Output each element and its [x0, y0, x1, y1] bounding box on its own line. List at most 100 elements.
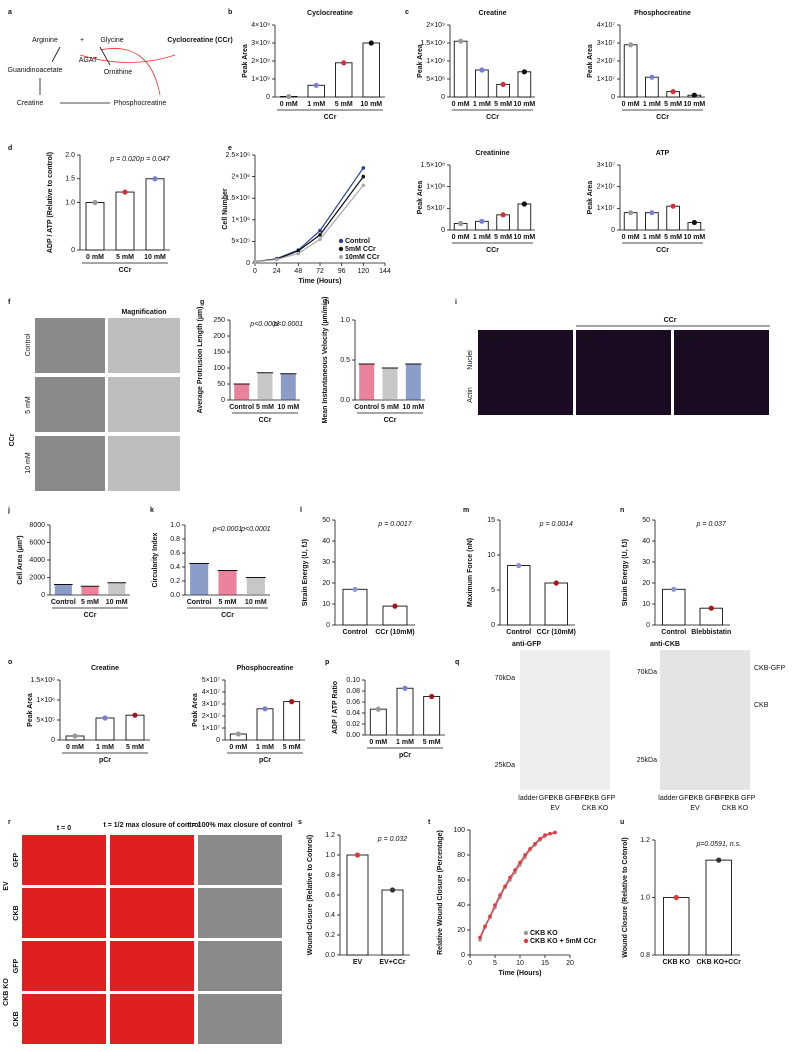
point: [528, 846, 532, 851]
y-tick-label: 1.0: [340, 317, 350, 324]
y-tick-label: 2000: [29, 574, 45, 581]
y-tick-label: 1.0: [325, 852, 335, 859]
x-tick-label: 10 mM: [402, 404, 424, 411]
col-label: 10mM: [678, 335, 698, 342]
bar: [145, 178, 165, 251]
x-label: CCr: [656, 247, 669, 254]
x-tick-label: Control: [343, 629, 368, 636]
annotation: p = 0.0017: [377, 521, 412, 528]
panel-letter: p: [325, 659, 329, 666]
lane-label: CKB GFP: [725, 795, 756, 802]
y-tick-label: 5×10⁵: [231, 238, 250, 245]
point: [478, 938, 482, 942]
chart-title: Cyclocreatine: [307, 10, 353, 17]
y-tick-label: 250: [213, 317, 225, 324]
row-label: 10 mM: [25, 452, 32, 474]
x-tick-label: EV: [353, 959, 363, 966]
x-tick-label: 20: [566, 960, 574, 967]
dot-cloud: [218, 570, 237, 595]
y-tick-label: 150: [213, 349, 225, 356]
chart-title: Creatinine: [475, 150, 509, 157]
point: [296, 251, 301, 256]
panel-letter: g: [200, 299, 204, 306]
x-tick-label: 72: [316, 268, 324, 275]
x-tick-label: 10 mM: [683, 234, 705, 241]
chart-title: Phosphocreatine: [237, 665, 294, 672]
y-tick-label: 0: [611, 227, 615, 234]
y-tick-label: 0.02: [346, 721, 360, 728]
panel-letter: c: [405, 9, 409, 16]
bar: [663, 897, 690, 956]
y-tick-label: 1.5: [65, 176, 75, 183]
y-tick-label: 0.10: [346, 677, 360, 684]
marker: 70kDa: [637, 669, 657, 676]
y-tick-label: 5: [491, 587, 495, 594]
y-tick-label: 0.2: [325, 932, 335, 939]
y-label: Peak Area: [27, 693, 34, 727]
y-tick-label: 3×10⁷: [597, 162, 616, 169]
x-tick-label: CKB KO+CCr: [696, 959, 741, 966]
bar-point: [341, 60, 347, 66]
bar: [645, 76, 659, 98]
panel-letter: a: [8, 9, 12, 16]
point: [361, 174, 366, 179]
row-label: 5 mM: [25, 396, 32, 414]
bar-point: [313, 82, 319, 88]
bar-point: [132, 712, 138, 718]
y-tick-label: 0.0: [170, 592, 180, 599]
x-label: CCr: [84, 612, 97, 619]
bar: [369, 708, 387, 736]
x-tick-label: 0 mM: [280, 101, 298, 108]
x-tick-label: Control: [51, 599, 76, 606]
y-tick-label: 200: [213, 333, 225, 340]
x-tick-label: 5 mM: [381, 404, 399, 411]
panel-letter: s: [298, 819, 302, 826]
y-tick-label: 0: [246, 260, 250, 267]
chart-title: ATP: [656, 150, 670, 157]
bar: [544, 582, 568, 626]
y-tick-label: 1.0: [170, 522, 180, 529]
x-tick-label: 5 mM: [256, 404, 274, 411]
annotation: p<0.0001: [249, 321, 279, 328]
dot-cloud: [359, 364, 375, 400]
annotation: p = 0.020: [109, 156, 139, 163]
y-tick-label: 0: [326, 622, 330, 629]
y-tick-label: 1×10⁷: [202, 725, 221, 732]
legend-swatch: [338, 238, 344, 244]
y-tick-label: 50: [642, 517, 650, 524]
bar: [382, 605, 408, 626]
lane-label: ladder: [658, 795, 678, 802]
bar: [346, 854, 369, 956]
y-tick-label: 80: [457, 852, 465, 859]
bar: [507, 565, 531, 626]
x-tick-label: 10 mM: [245, 599, 267, 606]
lane-label: GFP: [539, 795, 554, 802]
bar-point: [375, 706, 381, 712]
x-tick-label: 1 mM: [473, 101, 491, 108]
bar: [115, 191, 135, 251]
panel-letter: h: [325, 299, 329, 306]
bar: [125, 714, 145, 741]
bar: [623, 212, 638, 231]
group-label: CCr: [9, 433, 16, 446]
bar: [85, 202, 105, 251]
x-tick-label: 5 mM: [81, 599, 99, 606]
bar-point: [649, 210, 655, 216]
x-tick-label: 10 mM: [144, 254, 166, 261]
lane-label: GFP: [575, 795, 590, 802]
x-tick-label: 1 mM: [473, 234, 491, 241]
x-label: pCr: [399, 752, 411, 759]
y-tick-label: 0: [461, 952, 465, 959]
y-tick-label: 1.5×10⁶: [31, 677, 56, 684]
y-tick-label: 5×10⁷: [202, 677, 221, 684]
bar: [95, 717, 115, 741]
point: [318, 233, 322, 237]
marker: 25kDa: [637, 757, 657, 764]
legend-label: 5mM CCr: [345, 246, 376, 253]
y-label: Average Protrusion Length (µm): [197, 307, 204, 414]
x-tick-label: 120: [357, 268, 369, 275]
annotation: p<0.0001: [212, 526, 242, 533]
x-tick-label: 0 mM: [229, 744, 247, 751]
bar: [396, 687, 414, 736]
bar: [362, 42, 380, 98]
